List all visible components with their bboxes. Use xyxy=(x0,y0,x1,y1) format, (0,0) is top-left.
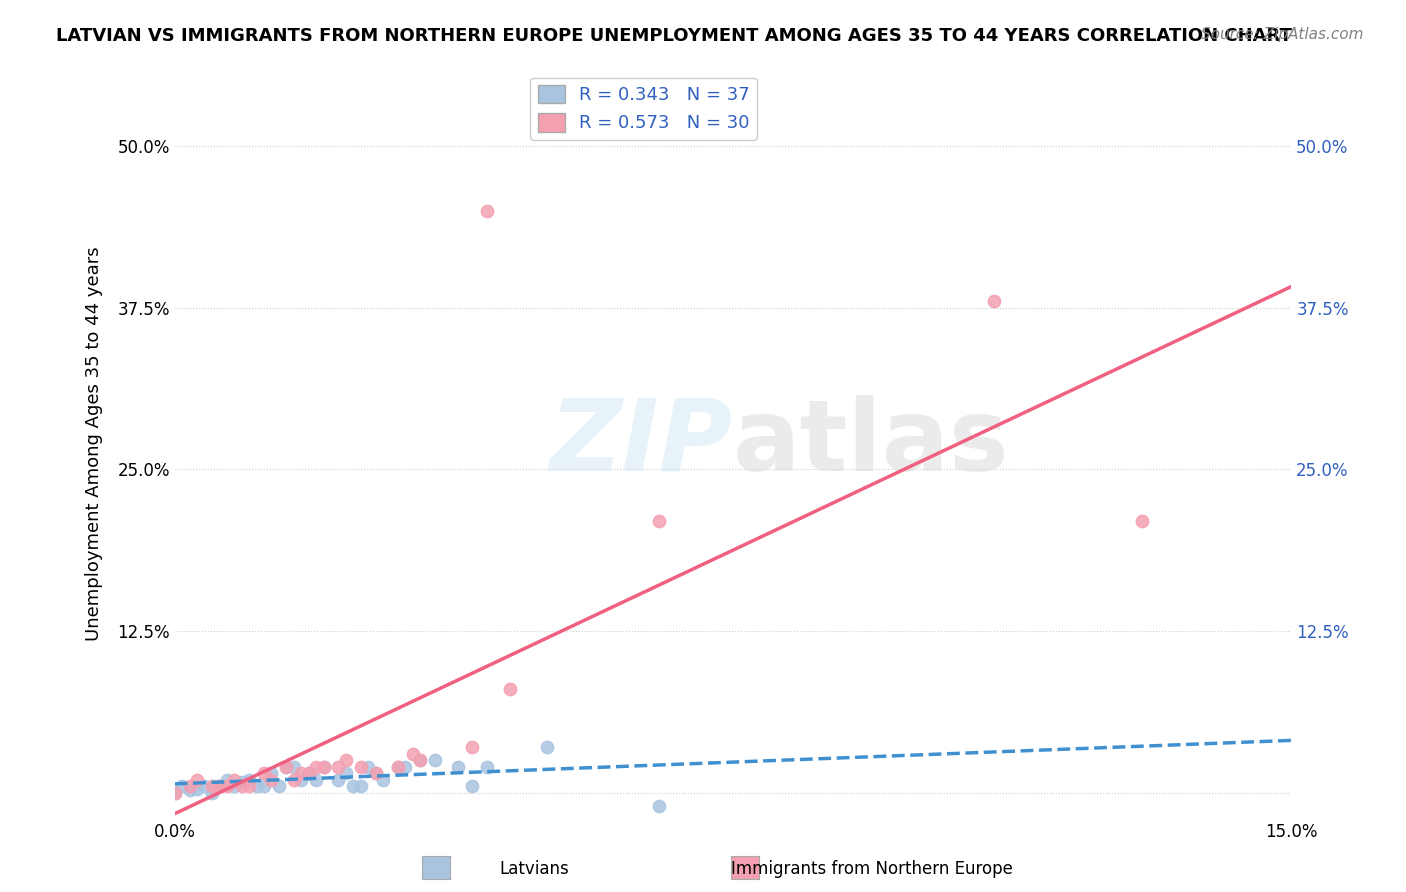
Point xyxy=(283,760,305,774)
Point xyxy=(461,779,484,793)
Point xyxy=(335,753,357,767)
Point xyxy=(208,779,231,793)
Point xyxy=(335,766,357,780)
Point xyxy=(201,786,224,800)
Point xyxy=(245,779,267,793)
Point xyxy=(364,766,387,780)
Point xyxy=(364,766,387,780)
Point xyxy=(409,753,432,767)
Point xyxy=(402,747,425,761)
Point xyxy=(461,740,484,755)
Point xyxy=(260,772,283,787)
Point xyxy=(163,786,186,800)
Legend: R = 0.343   N = 37, R = 0.573   N = 30: R = 0.343 N = 37, R = 0.573 N = 30 xyxy=(530,78,756,140)
Point xyxy=(1132,514,1154,528)
Point xyxy=(186,772,208,787)
Point xyxy=(305,772,328,787)
Point xyxy=(371,772,394,787)
Point xyxy=(298,766,321,780)
Point xyxy=(260,766,283,780)
Point xyxy=(983,294,1005,309)
Point xyxy=(387,760,409,774)
Point xyxy=(276,760,298,774)
Point xyxy=(312,760,335,774)
Point xyxy=(477,203,499,218)
Point xyxy=(350,760,373,774)
Point xyxy=(163,786,186,800)
Point xyxy=(208,779,231,793)
Point xyxy=(276,760,298,774)
Point xyxy=(224,772,246,787)
Point xyxy=(357,760,380,774)
Point xyxy=(647,514,669,528)
Text: LATVIAN VS IMMIGRANTS FROM NORTHERN EUROPE UNEMPLOYMENT AMONG AGES 35 TO 44 YEAR: LATVIAN VS IMMIGRANTS FROM NORTHERN EURO… xyxy=(56,27,1292,45)
Point xyxy=(193,779,215,793)
Point xyxy=(647,798,669,813)
Point xyxy=(253,766,276,780)
Point xyxy=(350,779,373,793)
Point xyxy=(186,781,208,796)
Point xyxy=(312,760,335,774)
Point xyxy=(238,772,260,787)
Point xyxy=(305,760,328,774)
Point xyxy=(201,779,224,793)
Point xyxy=(342,779,364,793)
Point xyxy=(283,772,305,787)
Y-axis label: Unemployment Among Ages 35 to 44 years: Unemployment Among Ages 35 to 44 years xyxy=(86,246,103,640)
Text: ZIP: ZIP xyxy=(550,395,733,492)
Point xyxy=(172,779,194,793)
Point xyxy=(290,772,312,787)
Point xyxy=(477,760,499,774)
Point xyxy=(328,760,350,774)
Point xyxy=(267,779,290,793)
Point xyxy=(387,760,409,774)
Point xyxy=(238,779,260,793)
Point xyxy=(179,779,201,793)
Point xyxy=(498,682,520,697)
Text: Source: ZipAtlas.com: Source: ZipAtlas.com xyxy=(1201,27,1364,42)
Text: Immigrants from Northern Europe: Immigrants from Northern Europe xyxy=(731,860,1012,878)
Point xyxy=(215,779,238,793)
Point xyxy=(425,753,447,767)
Point xyxy=(231,779,253,793)
Point xyxy=(328,772,350,787)
Point xyxy=(536,740,558,755)
Point xyxy=(394,760,416,774)
Point xyxy=(215,772,238,787)
Text: Latvians: Latvians xyxy=(499,860,569,878)
Point xyxy=(298,766,321,780)
Point xyxy=(446,760,468,774)
Point xyxy=(253,779,276,793)
Point xyxy=(409,753,432,767)
Point xyxy=(224,779,246,793)
Point xyxy=(179,783,201,797)
Text: atlas: atlas xyxy=(733,395,1010,492)
Point xyxy=(231,775,253,789)
Point xyxy=(290,766,312,780)
